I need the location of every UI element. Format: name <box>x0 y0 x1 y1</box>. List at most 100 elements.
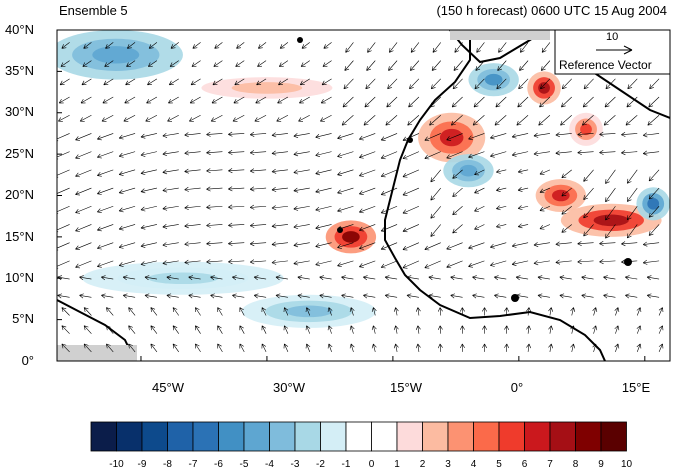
wind-vector <box>228 168 245 174</box>
wind-vector <box>162 260 179 266</box>
wind-vector <box>561 78 572 90</box>
wind-vector <box>106 325 114 334</box>
wind-vector <box>406 275 419 281</box>
wind-vector <box>271 168 288 174</box>
canary-islands <box>407 137 413 143</box>
wind-vector <box>162 169 179 175</box>
colorbar-label: 3 <box>445 459 451 470</box>
wind-vector <box>320 114 332 122</box>
wind-vector <box>168 78 179 86</box>
wind-vector <box>97 260 114 268</box>
wind-vector <box>228 222 245 228</box>
missing-land-bottom-left <box>57 345 137 361</box>
wind-vector <box>614 307 620 316</box>
wind-vector <box>371 325 377 334</box>
coastline-africa <box>384 30 606 361</box>
wind-vector <box>195 343 201 353</box>
wind-vector <box>581 115 594 126</box>
wind-vector <box>454 42 463 53</box>
wind-vector <box>359 151 376 159</box>
wind-vector <box>300 60 310 67</box>
wind-vector <box>118 242 136 249</box>
wind-vector <box>539 96 551 108</box>
wind-vector <box>516 115 529 126</box>
wind-vector <box>614 325 620 334</box>
wind-vector <box>349 343 355 352</box>
wind-vector <box>170 42 179 49</box>
wind-vector <box>581 275 594 281</box>
wind-vector <box>437 343 443 352</box>
wind-vector <box>548 307 554 316</box>
wind-vector <box>323 42 332 49</box>
wind-vector <box>642 259 660 265</box>
wind-vector <box>625 293 638 299</box>
wind-vector <box>393 343 399 352</box>
wind-vector <box>605 224 616 239</box>
wind-vector <box>320 96 332 104</box>
wind-vector <box>627 78 638 90</box>
wind-vector <box>482 307 487 316</box>
wind-vector <box>162 242 179 248</box>
wind-vector <box>122 293 136 299</box>
wind-vector <box>189 114 201 122</box>
wind-vector <box>540 78 551 90</box>
wind-vector <box>592 343 598 352</box>
wind-vector <box>496 187 507 192</box>
wind-vector <box>494 275 507 281</box>
wind-vector <box>511 242 529 248</box>
wind-vector <box>126 60 136 67</box>
wind-vector <box>402 133 420 142</box>
colorbar-box <box>294 421 321 452</box>
wind-vector <box>359 205 376 214</box>
wind-vector <box>253 275 267 281</box>
wind-vector <box>599 259 616 265</box>
wind-vector <box>217 307 223 316</box>
wind-vector <box>626 169 638 184</box>
missing-land-top <box>450 30 550 40</box>
wind-vector <box>236 42 245 49</box>
colorbar-box <box>116 421 143 452</box>
wind-vector <box>162 132 179 138</box>
wind-vector <box>649 78 660 90</box>
wind-vector <box>476 42 485 53</box>
wind-vector <box>583 78 594 90</box>
wind-vector <box>249 168 267 174</box>
colorbar-box <box>218 421 245 452</box>
wind-vector <box>79 114 92 122</box>
wind-vector <box>472 275 485 281</box>
wind-vector <box>97 205 114 214</box>
wind-vector <box>626 96 638 108</box>
wind-vector <box>75 133 92 141</box>
wind-vector <box>402 260 420 269</box>
wind-vector <box>184 205 201 211</box>
anomaly-contour <box>285 305 333 318</box>
wind-vector <box>459 325 465 334</box>
wind-vector <box>577 131 594 137</box>
wind-vector <box>561 96 572 108</box>
wind-vector <box>206 222 223 228</box>
colorbar-label: 7 <box>547 459 553 470</box>
wind-vector <box>533 132 550 138</box>
wind-vector <box>599 131 616 137</box>
colorbar-label: 4 <box>470 459 477 470</box>
wind-vector <box>388 60 398 71</box>
colorbar-label: -10 <box>109 459 124 470</box>
wind-vector <box>490 260 507 267</box>
wind-vector <box>474 224 485 230</box>
wind-vector <box>415 343 421 352</box>
wind-vector <box>559 293 572 299</box>
wind-vector <box>305 307 311 316</box>
wind-vector <box>415 325 421 334</box>
wind-vector <box>232 275 245 281</box>
wind-vector <box>626 224 638 239</box>
wind-vector <box>293 133 310 138</box>
wind-vector <box>386 96 398 108</box>
wind-vector <box>61 343 70 353</box>
wind-vector <box>533 260 550 266</box>
wind-vector <box>322 60 332 67</box>
wind-vector <box>235 60 245 67</box>
colorbar-box <box>269 421 296 452</box>
wind-vector <box>468 133 485 141</box>
wind-vector <box>206 131 223 137</box>
wind-vector <box>145 114 158 122</box>
